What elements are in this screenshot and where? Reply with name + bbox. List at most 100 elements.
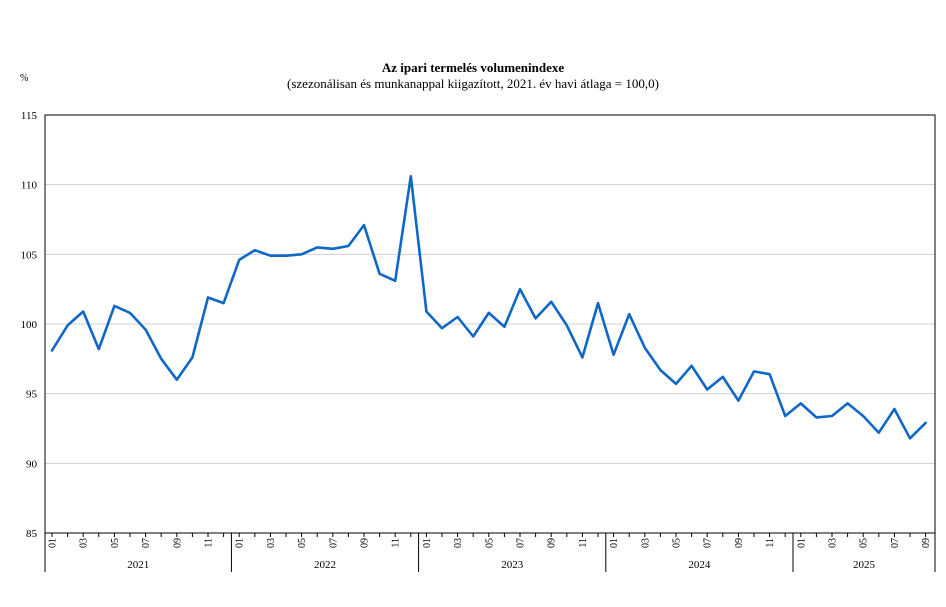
x-tick-label: 05 [859,538,870,548]
data-point [191,356,193,358]
data-point [909,437,911,439]
data-point [597,302,599,304]
data-point [66,324,68,326]
plot-area-frame [44,114,936,534]
data-point [144,328,146,330]
year-label: 2025 [853,559,876,571]
data-point [612,353,614,355]
x-tick-label: 09 [921,538,932,548]
x-tick-label: 07 [703,538,714,548]
x-tick-label: 09 [172,538,183,548]
data-point [550,301,552,303]
x-tick-label: 03 [828,538,839,548]
data-point [300,253,302,255]
data-point [425,310,427,312]
x-tick-label: 09 [360,538,371,548]
data-point [332,248,334,250]
data-point [878,431,880,433]
data-point [394,280,396,282]
y-tick-label: 100 [21,319,38,331]
x-tick-label: 07 [890,538,901,548]
data-point [82,310,84,312]
grid-lines [45,184,935,464]
year-label: 2022 [314,559,336,571]
x-tick-label: 03 [79,538,90,548]
x-tick-label: 09 [734,538,745,548]
y-axis: 85 90 95 100 105 110 115 [21,110,38,540]
data-point [784,415,786,417]
x-tick-label: 11 [765,538,776,548]
x-tick-label: 05 [297,538,308,548]
chart-subtitle: (szezonálisan és munkanappal kiigazított… [287,76,659,91]
data-point [410,175,412,177]
data-point [534,317,536,319]
x-tick-label: 05 [110,538,121,548]
data-point [316,246,318,248]
data-point [456,316,458,318]
data-point [285,255,287,257]
y-tick-label: 105 [21,249,38,261]
data-point [503,326,505,328]
data-point [628,313,630,315]
x-axis: 01 03 05 07 09 11 01 03 05 07 09 11 01 03 05 07 09 11 01 03… [44,533,936,572]
x-tick-label: 03 [453,538,464,548]
data-point [893,408,895,410]
data-point [238,259,240,261]
data-point [815,416,817,418]
x-tick-label: 05 [484,538,495,548]
series-points [51,175,927,439]
y-tick-label: 85 [26,528,38,540]
x-tick-label: 11 [391,538,402,548]
x-tick-label: 07 [516,538,527,548]
data-point [722,376,724,378]
data-point [207,296,209,298]
x-tick-label: 03 [266,538,277,548]
chart-title: Az ipari termelés volumenindexe [381,60,565,75]
data-point [581,356,583,358]
data-point [924,422,926,424]
data-point [706,388,708,390]
year-label: 2021 [127,559,149,571]
y-tick-label: 90 [26,458,38,470]
x-tick-label: 11 [204,538,215,548]
x-tick-label: 07 [328,538,339,548]
data-point [644,346,646,348]
data-point [737,399,739,401]
x-tick-label: 07 [141,538,152,548]
x-tick-label: 01 [796,538,807,548]
data-point [378,273,380,275]
data-point [659,369,661,371]
data-point [519,288,521,290]
data-point [831,415,833,417]
data-point [441,327,443,329]
data-point [488,312,490,314]
year-label: 2023 [501,559,524,571]
data-point [472,335,474,337]
y-tick-label: 115 [21,110,38,122]
data-point [363,224,365,226]
x-tick-label: 09 [547,538,558,548]
year-label: 2024 [688,559,711,571]
x-tick-label: 01 [609,538,620,548]
data-point [675,383,677,385]
data-point [98,348,100,350]
data-point [254,249,256,251]
x-tick-label: 01 [422,538,433,548]
data-point [768,373,770,375]
data-point [113,305,115,307]
x-tick-label: 03 [640,538,651,548]
data-point [566,324,568,326]
y-axis-unit-label: % [20,73,29,84]
data-point [51,349,53,351]
x-tick-label: 01 [235,538,246,548]
x-tick-label: 11 [578,538,589,548]
y-tick-label: 110 [21,180,38,192]
x-tick-label: 05 [672,538,683,548]
x-tick-label: 01 [48,538,59,548]
data-point [800,402,802,404]
data-point [269,255,271,257]
data-point [846,402,848,404]
data-point [753,370,755,372]
data-point [176,379,178,381]
